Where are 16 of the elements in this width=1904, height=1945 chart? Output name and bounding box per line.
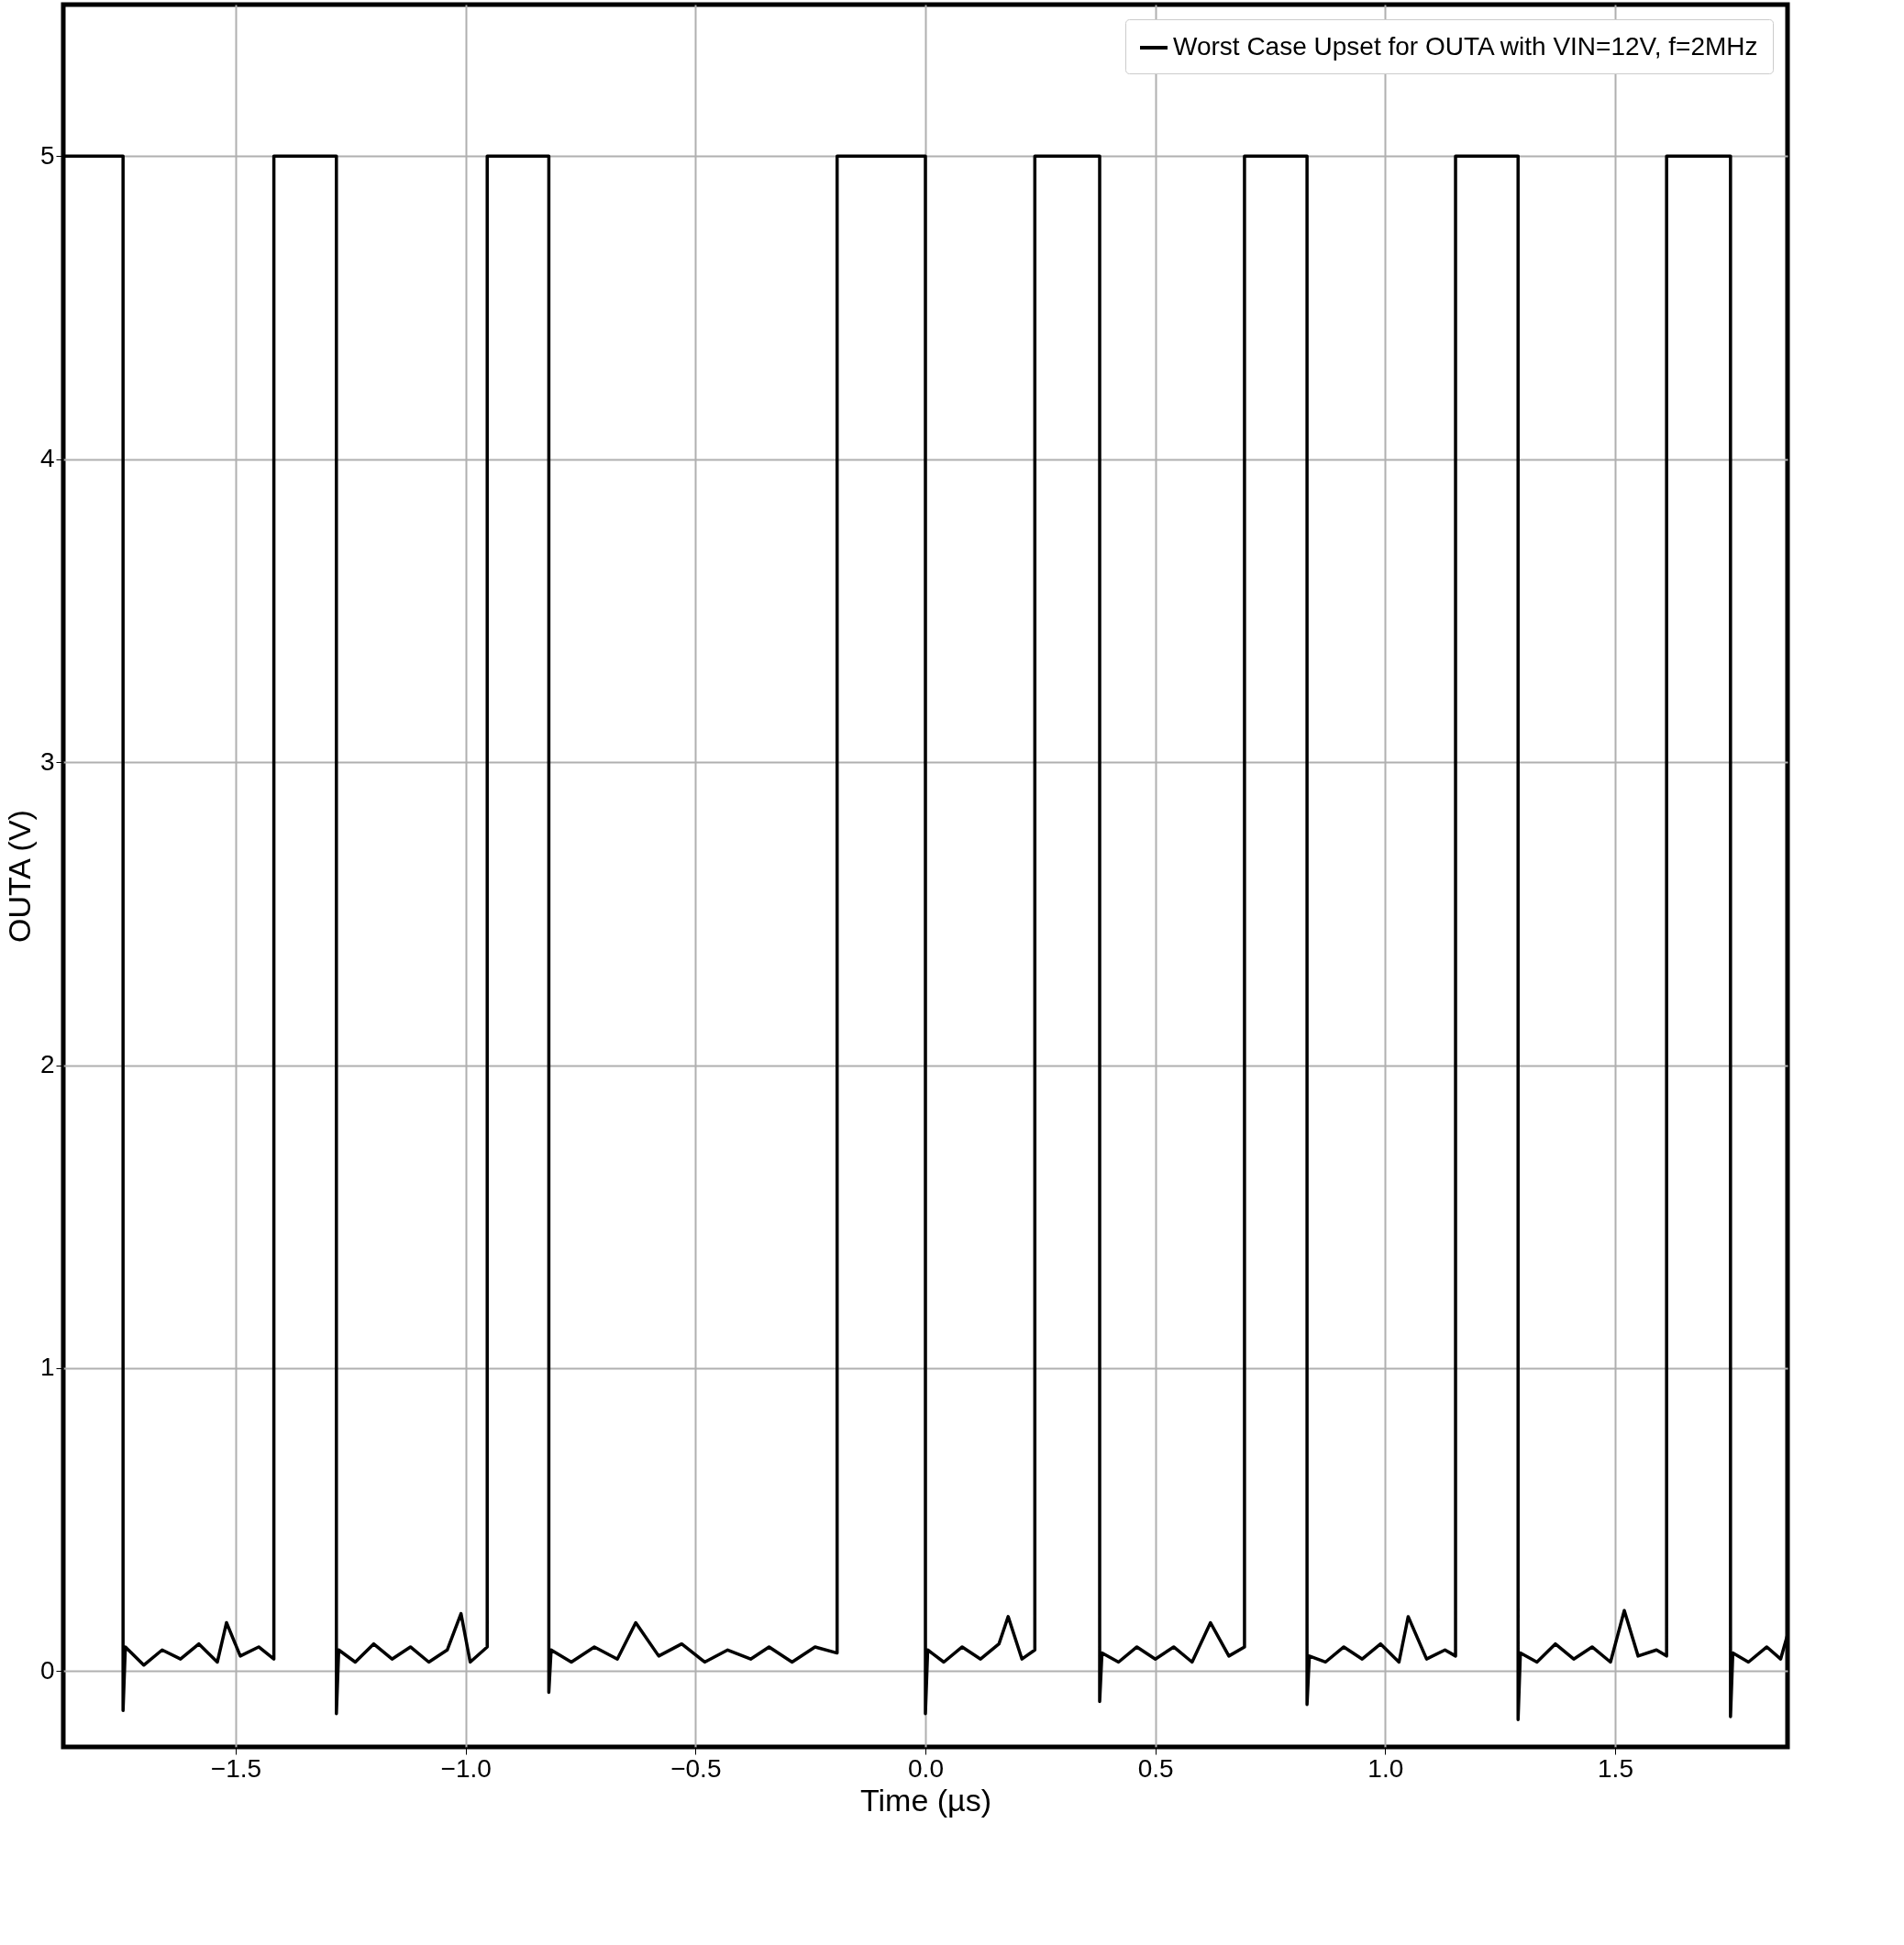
y-tick-label: 0 xyxy=(39,1655,55,1685)
legend-label: Worst Case Upset for OUTA with VIN=12V, f=2MHz xyxy=(1173,32,1758,61)
y-tick-label: 1 xyxy=(39,1353,55,1382)
y-axis-title: OUTA (V) xyxy=(1,810,37,943)
x-tick-label: 0.5 xyxy=(1137,1753,1174,1783)
x-tick-label: −0.5 xyxy=(670,1753,722,1783)
y-tick-label: 3 xyxy=(39,746,55,776)
x-tick-label: −1.0 xyxy=(440,1753,492,1783)
y-tick-label: 4 xyxy=(39,444,55,473)
x-tick-label: −1.5 xyxy=(210,1753,262,1783)
x-tick-label: 1.5 xyxy=(1598,1753,1633,1783)
x-tick-label: 1.0 xyxy=(1367,1753,1404,1783)
x-tick-label: 0.0 xyxy=(908,1753,944,1783)
y-tick-label: 5 xyxy=(39,140,55,170)
y-tick-label: 2 xyxy=(39,1050,55,1079)
x-axis-title: Time (µs) xyxy=(860,1782,991,1818)
